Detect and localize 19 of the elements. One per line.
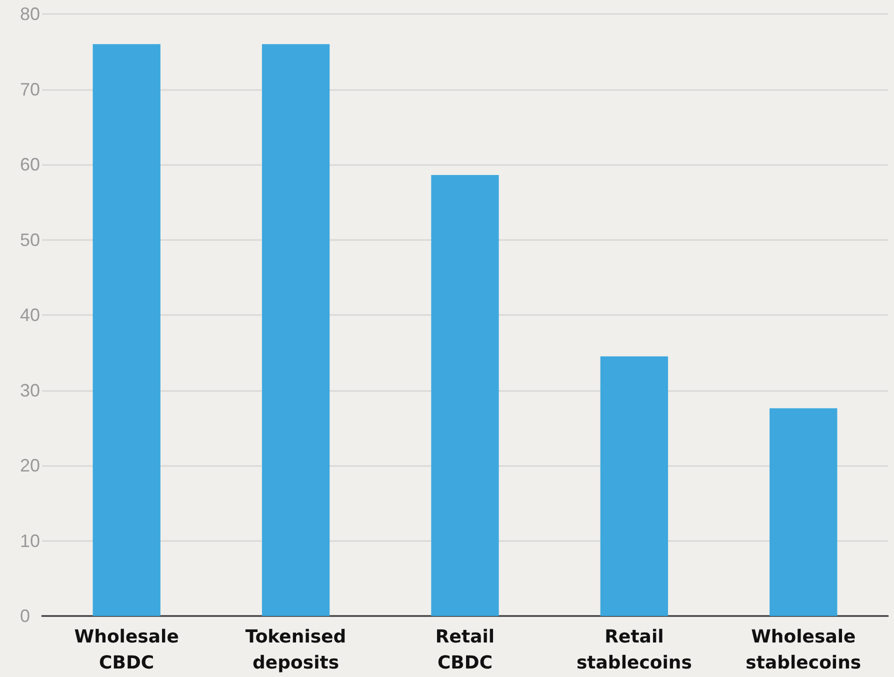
bar bbox=[92, 44, 160, 616]
x-tick-label: Retail stablecoins bbox=[576, 626, 692, 674]
y-tick-label: 0 bbox=[20, 606, 30, 626]
bar bbox=[600, 356, 668, 616]
x-tick-label: Wholesale stablecoins bbox=[746, 626, 862, 674]
bar bbox=[770, 408, 838, 616]
x-tick-label: Tokenised deposits bbox=[245, 626, 346, 674]
bar bbox=[262, 44, 330, 616]
y-tick-label: 10 bbox=[20, 530, 40, 551]
y-tick-label: 50 bbox=[20, 230, 40, 250]
y-tick-label: 80 bbox=[20, 4, 40, 24]
y-tick-label: 30 bbox=[20, 380, 40, 400]
y-tick-label: 70 bbox=[20, 79, 40, 100]
y-tick-label: 20 bbox=[20, 456, 40, 476]
x-tick-label: Retail CBDC bbox=[435, 626, 495, 674]
y-tick-label: 40 bbox=[20, 305, 40, 325]
y-tick-label: 60 bbox=[20, 154, 40, 174]
bar bbox=[431, 175, 499, 616]
x-tick-label: Wholesale CBDC bbox=[74, 626, 179, 674]
